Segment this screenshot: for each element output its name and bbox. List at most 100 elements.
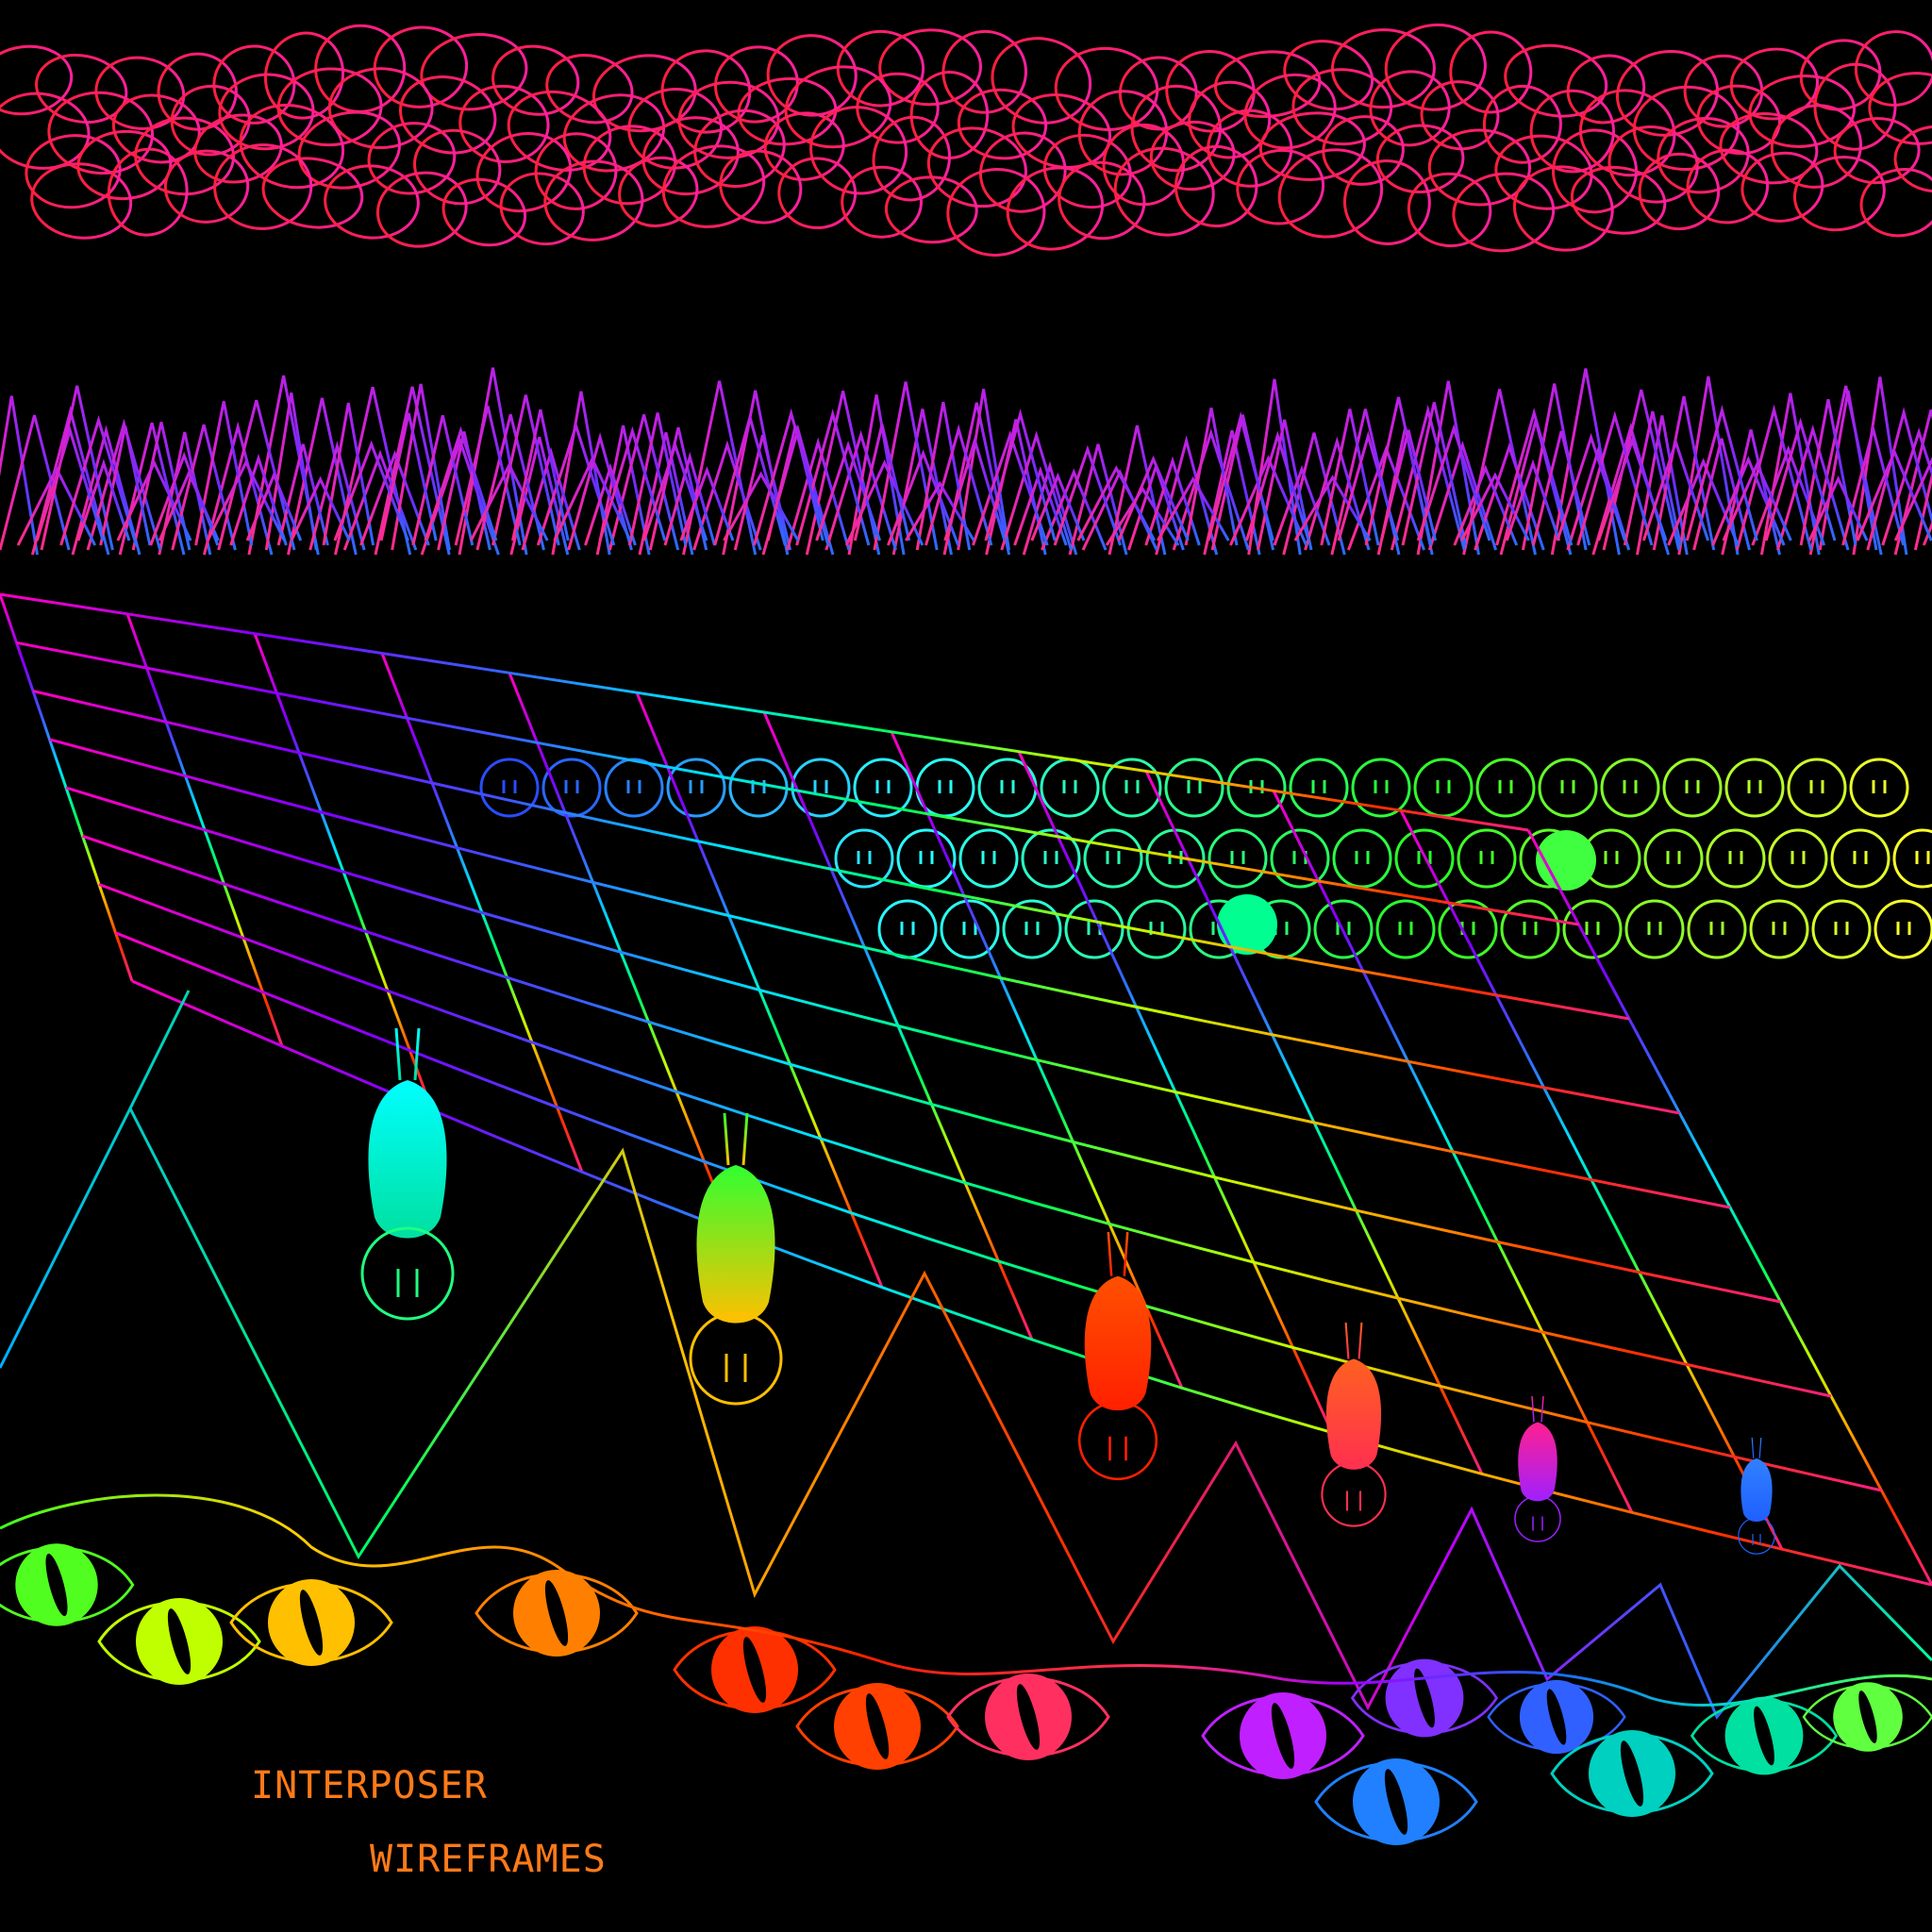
eye-icon	[946, 1674, 1110, 1760]
round-face-icon	[1375, 899, 1436, 959]
mountain-peak-icon	[1881, 427, 1932, 546]
mountain-peak-icon	[1117, 455, 1190, 541]
round-face-icon	[1321, 1461, 1387, 1527]
filled-face-icon	[1217, 894, 1277, 955]
mountain-peak-icon	[915, 401, 972, 551]
cloud-outline-icon	[420, 33, 528, 111]
cloud-outline-icon	[777, 157, 858, 229]
cloud-outline-icon	[1792, 156, 1886, 232]
mountain-peak-icon	[536, 421, 616, 546]
mountain-peak-icon	[1053, 444, 1123, 546]
round-face-icon	[1738, 1517, 1775, 1555]
cloud-outline-icon	[1740, 151, 1824, 223]
round-face-icon	[1394, 828, 1455, 889]
mountain-peak-icon	[116, 459, 192, 541]
round-face-icon	[1040, 758, 1100, 818]
cloud-outline-icon	[1054, 46, 1159, 131]
cloud-outline-icon	[1291, 68, 1393, 146]
mountain-peak-icon	[1427, 441, 1498, 551]
cloud-outline-icon	[314, 24, 407, 113]
cloud-outline-icon	[1529, 89, 1616, 174]
round-face-icon	[1126, 899, 1187, 959]
round-face-icon	[1562, 899, 1623, 959]
mountain-peak-icon	[202, 421, 274, 556]
cloud-outline-icon	[957, 88, 1048, 160]
round-face-icon	[1208, 828, 1268, 889]
round-face-icon	[541, 758, 602, 818]
cloud-outline-icon	[1452, 172, 1556, 253]
mountain-peak-icon	[1155, 435, 1219, 556]
hanging-figure-icon	[689, 1112, 783, 1406]
flame-icon	[1740, 1458, 1773, 1522]
mountain-peak-icon	[437, 431, 491, 551]
cloud-outline-icon	[35, 53, 128, 125]
mountain-peak-icon	[984, 408, 1057, 541]
mountain-peak-icon	[158, 469, 220, 541]
round-face-icon	[896, 828, 957, 889]
cloud-outline-icon	[719, 149, 803, 225]
cloud-outline-icon	[591, 54, 697, 133]
mountain-peak-icon	[642, 441, 708, 541]
cloud-outline-icon	[1407, 172, 1492, 248]
cloud-outline-icon	[1427, 128, 1531, 207]
round-face-icon	[1289, 758, 1349, 818]
mountain-peak-icon	[1692, 438, 1751, 551]
cloud-outline-icon	[1512, 165, 1614, 252]
cloud-outline-icon	[1854, 30, 1932, 107]
cloud-outline-icon	[1719, 112, 1819, 185]
cloud-outline-icon	[946, 168, 1046, 257]
cloud-outline-icon	[398, 75, 497, 155]
cloud-outline-icon	[0, 44, 74, 116]
mountain-peak-icon	[1893, 409, 1932, 556]
suspension-zigzag	[0, 990, 1932, 1720]
mountain-peak-icon	[1735, 404, 1813, 551]
round-face-icon	[479, 758, 540, 818]
cloud-outline-icon	[1006, 166, 1105, 251]
mountain-peak-icon	[753, 408, 830, 546]
mountain-peak-icon	[1566, 445, 1631, 551]
cloud-outline-icon	[163, 149, 250, 224]
eye-chain	[0, 1493, 1932, 1845]
mountain-peak-icon	[972, 430, 1049, 546]
round-face-icon	[853, 758, 913, 818]
cloud-outline-icon	[1277, 148, 1384, 239]
perspective-grid	[0, 592, 1932, 1587]
mountain-peak-icon	[511, 408, 570, 541]
mountain-peak-icon	[1013, 465, 1068, 546]
cloud-outline-icon	[618, 156, 699, 227]
cloud-outline-icon	[1657, 116, 1750, 194]
eye-icon	[673, 1626, 837, 1713]
hanging-figure-icon	[1321, 1322, 1387, 1527]
cloud-outline-icon	[534, 132, 618, 210]
cloud-outline-icon	[499, 172, 585, 246]
cloud-outline-icon	[1833, 117, 1921, 185]
mountain-peak-icon	[1602, 389, 1681, 551]
round-face-icon	[877, 899, 938, 959]
mountain-peak-icon	[424, 425, 498, 541]
cloud-outline-icon	[1258, 111, 1366, 181]
cloud-outline-icon	[239, 103, 345, 190]
cloud-outline-icon	[809, 106, 908, 195]
mountain-peak-icon	[379, 412, 438, 541]
cloud-outline-icon	[327, 67, 434, 149]
round-face-icon	[834, 828, 894, 889]
mountain-peak-icon	[567, 432, 633, 551]
mountain-peak-icon	[584, 462, 637, 546]
caption-line-2: WIREFRAMES	[370, 1838, 607, 1881]
cloud-outline-icon	[1859, 168, 1932, 238]
cloud-outline-icon	[1770, 104, 1862, 189]
round-face-icon	[1145, 828, 1206, 889]
cloud-outline-icon	[1113, 146, 1215, 237]
mountain-peak-icon	[795, 408, 871, 546]
mountain-peak-icon	[76, 458, 131, 541]
cloud-outline-icon	[30, 162, 133, 240]
cloud-outline-icon	[1868, 72, 1932, 145]
cloud-outline-icon	[713, 45, 799, 124]
round-face-icon	[1643, 828, 1704, 889]
mountain-peak-icon	[491, 394, 560, 546]
mountain-peak-icon	[1379, 429, 1438, 541]
mountain-peak-icon	[1866, 407, 1932, 551]
grid-line	[16, 641, 1579, 926]
cloud-outline-icon	[677, 80, 780, 159]
mountain-peak-icon	[1000, 430, 1073, 551]
